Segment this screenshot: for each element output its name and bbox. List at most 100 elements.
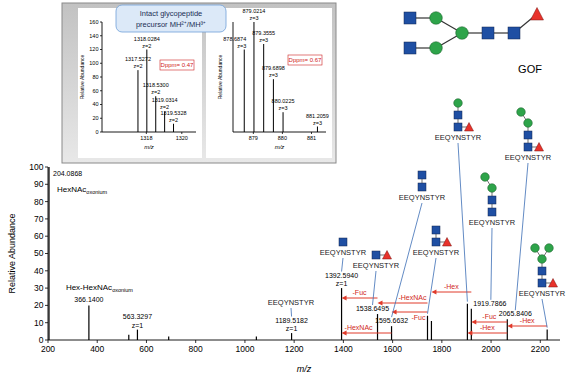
x-tick-label: 1600 [383, 344, 402, 354]
peak-label: 879.3555 [252, 30, 275, 36]
x-axis-title: m/z [297, 364, 312, 374]
x-tick [146, 340, 147, 343]
loss-arrow [382, 303, 428, 304]
y-tick [100, 35, 102, 36]
y-tick [100, 63, 102, 64]
peak-label: 881.2059 [306, 113, 329, 119]
charge-label: z=1 [286, 325, 298, 332]
loss-arrow [511, 326, 547, 327]
fragment-label: EEQYNSTYR [268, 298, 315, 307]
glycan-hexnac [372, 251, 380, 259]
y-tick-label: 80 [34, 197, 44, 207]
y-tick [100, 77, 102, 78]
x-tick [392, 340, 393, 343]
glycan-hex [545, 244, 554, 253]
x-tick [146, 132, 147, 134]
loss-arrow [435, 292, 471, 293]
fragment-label: EEQYNSTYR [469, 218, 516, 227]
background [0, 0, 568, 379]
x-tick-label: 1000 [235, 344, 254, 354]
y-axis-title: Relative Abundance [7, 213, 17, 293]
peak-label: 879.0214 [242, 8, 265, 14]
peak [253, 22, 254, 132]
loss-arrow [346, 333, 392, 334]
ion-subscript: oxonium [86, 189, 107, 195]
peak-label: 1392.5940 [325, 272, 358, 279]
y-tick-label: 50 [34, 248, 44, 258]
charge-label: z=2 [133, 63, 142, 69]
glycan-hexnac [454, 123, 462, 131]
peak-label: 1319.5328 [161, 110, 187, 116]
ion-name: HexNAc [57, 185, 86, 194]
peak [256, 337, 257, 340]
y-tick-label: 60 [34, 231, 44, 241]
x-tick [48, 340, 49, 343]
inset-title: Intact glycopeptide [140, 9, 203, 18]
peak [88, 305, 89, 340]
y-tick-label: 0 [95, 129, 98, 135]
y-tick-label: 20 [92, 115, 98, 121]
y-tick [45, 167, 48, 168]
loss-arrow [471, 333, 507, 334]
x-tick [343, 340, 344, 343]
x-tick [97, 340, 98, 343]
loss-label: -Hex [444, 283, 459, 290]
annotation: Dppm= 0.67 [289, 57, 323, 63]
y-tick-label: 10 [34, 318, 44, 328]
peak-label: 878.6874 [223, 36, 246, 42]
fragment-label: EEQYNSTYR [320, 248, 367, 257]
y-tick [45, 270, 48, 271]
inset-title-box [116, 5, 226, 32]
glycan-hex [531, 244, 540, 253]
glycan-hex [430, 12, 443, 25]
y-tick [45, 288, 48, 289]
y-tick [45, 236, 48, 237]
leader-line [542, 299, 547, 328]
charge-label: z=3 [269, 72, 278, 78]
glycan-fucose [383, 251, 392, 260]
y-tick-label: 70 [34, 214, 44, 224]
x-tick-label: 1320 [176, 135, 188, 141]
peak [137, 70, 138, 132]
loss-label: -HexNAc [345, 324, 374, 331]
y-tick [45, 322, 48, 323]
y-tick-label: 30 [34, 283, 44, 293]
peak-label: 879.6898 [262, 65, 285, 71]
y-tick [45, 305, 48, 306]
fragment-label: EEQYNSTYR [505, 153, 552, 162]
glycan-hexnac [482, 27, 494, 39]
glycan-hexnac [488, 196, 496, 204]
glycan-hexnac [524, 131, 532, 139]
x-tick [540, 340, 541, 343]
charge-label: z=3 [313, 120, 322, 126]
glycan-hexnac [488, 208, 496, 216]
y-tick-label: 80 [92, 74, 98, 80]
x-tick-label: 600 [139, 344, 153, 354]
charge-label: z=2 [142, 43, 151, 49]
glycan-fucose [531, 8, 544, 21]
glycan-hexnac [454, 111, 462, 119]
inset-title: precursor MH²⁺/MH³⁺ [136, 20, 206, 29]
loss-arrowhead [342, 296, 347, 301]
peak [291, 333, 292, 340]
x-tick [441, 340, 442, 343]
x-tick [253, 132, 254, 134]
loss-arrowhead [507, 324, 512, 329]
x-tick-label: 1318 [140, 135, 152, 141]
ion-subscript: oxonium [112, 287, 133, 293]
y-tick-label: 60 [92, 88, 98, 94]
peak-label: 563.3297 [123, 313, 152, 320]
x-tick [181, 132, 182, 134]
loss-label: -Fuc [482, 313, 497, 320]
y-tick [45, 253, 48, 254]
inset-panel [206, 8, 332, 158]
glycan-hexnac [432, 226, 440, 234]
annotation-box [288, 55, 322, 65]
peak [431, 321, 432, 340]
ion-label: HexNAcoxonium [57, 185, 108, 195]
x-tick-label: 1800 [432, 344, 451, 354]
x-axis-title: m/z [275, 144, 285, 150]
x-tick-label: 1400 [334, 344, 353, 354]
y-tick [100, 132, 102, 133]
charge-label: z=2 [151, 89, 160, 95]
